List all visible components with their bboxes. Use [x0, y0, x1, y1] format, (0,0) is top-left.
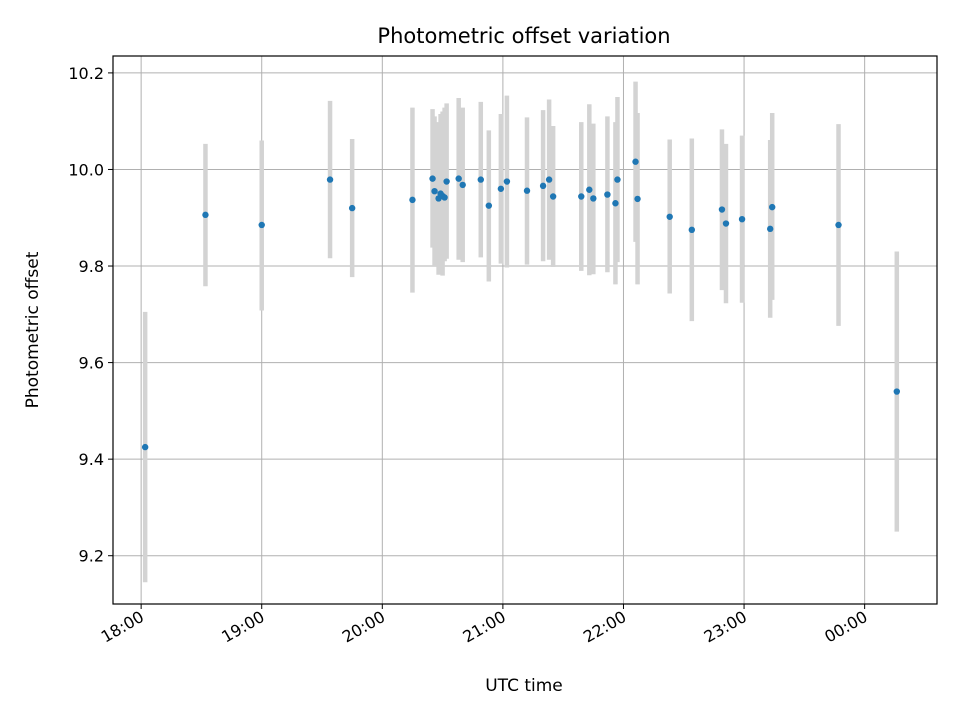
chart-title: Photometric offset variation: [377, 24, 670, 48]
data-point: [604, 191, 611, 198]
data-point: [503, 178, 511, 185]
data-point: [666, 213, 673, 220]
data-point: [326, 176, 334, 183]
data-point: [431, 187, 438, 195]
data-point: [893, 388, 901, 395]
y-axis-title: Photometric offset: [23, 251, 43, 408]
data-point: [485, 202, 493, 209]
data-point: [545, 176, 553, 183]
data-point: [539, 182, 547, 190]
data-point: [590, 195, 597, 202]
data-point: [586, 186, 593, 193]
data-point: [718, 206, 726, 213]
y-tick-label: 10.2: [68, 64, 104, 83]
y-tick-label: 9.8: [79, 257, 104, 276]
data-point: [634, 195, 641, 203]
data-point: [141, 443, 149, 451]
data-point: [766, 225, 774, 233]
data-point: [497, 185, 505, 192]
data-point: [455, 175, 462, 182]
data-point: [409, 196, 416, 204]
data-point: [738, 215, 746, 223]
plot-frame: [112, 55, 938, 605]
data-point: [477, 176, 484, 183]
data-point: [441, 194, 448, 201]
data-point: [688, 226, 696, 234]
data-point: [429, 175, 436, 182]
y-tick-label: 9.2: [79, 547, 104, 566]
data-point: [348, 204, 356, 212]
data-point: [614, 176, 621, 183]
y-tick-label: 9.6: [79, 354, 104, 373]
data-points: [141, 158, 901, 451]
data-point: [578, 193, 585, 200]
data-point: [612, 200, 619, 207]
data-point: [523, 187, 531, 194]
data-point: [632, 158, 639, 165]
y-axis: 9.2 9.4 9.6 9.8 10.0 10.2: [68, 64, 113, 566]
data-point: [258, 221, 265, 229]
y-tick-label: 10.0: [68, 160, 104, 179]
data-point: [769, 203, 776, 211]
data-point: [443, 178, 450, 185]
data-point: [722, 220, 730, 227]
data-point: [202, 211, 209, 219]
data-point: [835, 221, 842, 229]
y-tick-label: 9.4: [79, 450, 104, 469]
x-axis-title: UTC time: [485, 676, 563, 696]
data-point: [459, 181, 466, 189]
data-point: [549, 193, 557, 200]
